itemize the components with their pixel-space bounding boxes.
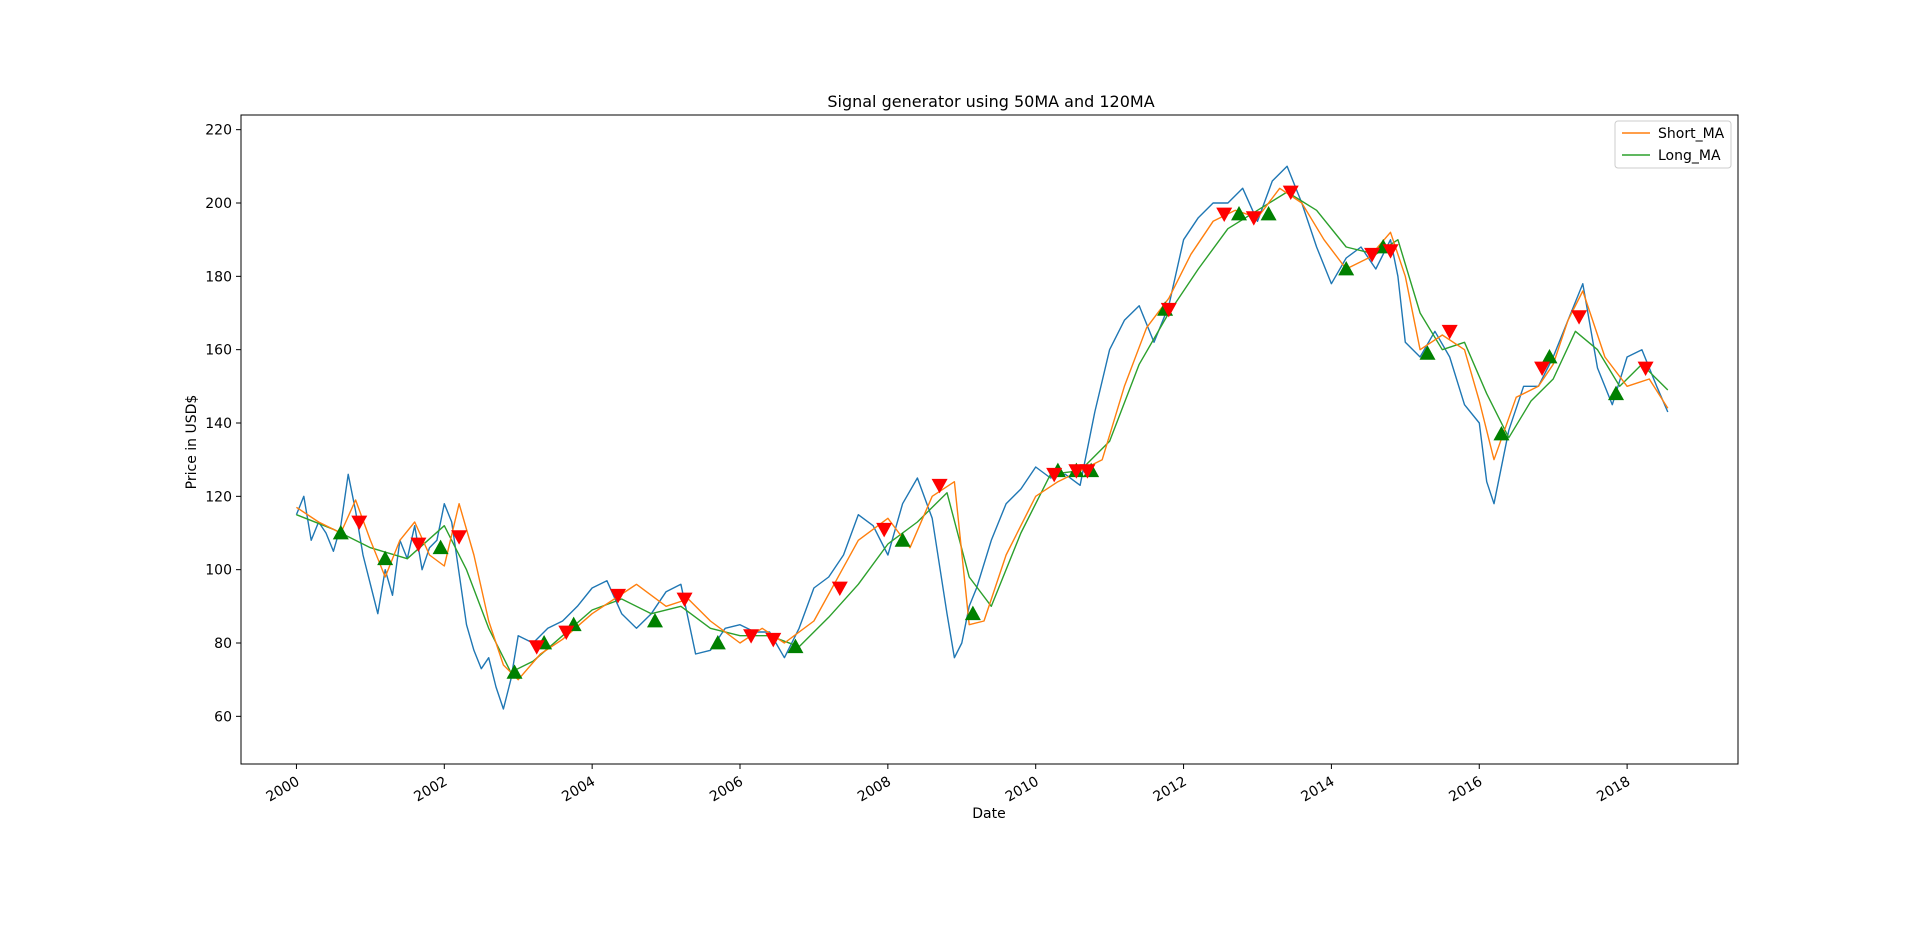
price-line [295, 165, 1669, 710]
y-tick-label: 200 [205, 196, 232, 212]
buy-signal-marker [1493, 426, 1510, 441]
chart-title: Signal generator using 50MA and 120MA [827, 92, 1154, 111]
x-tick-label: 2000 [264, 774, 303, 806]
buy-signal-marker [1231, 206, 1247, 221]
buy-signal-marker [1260, 206, 1277, 221]
buy-signal-marker [377, 550, 394, 566]
sell-signal-marker [831, 581, 848, 596]
sell-signal-marker [876, 522, 893, 538]
y-tick-label: 180 [205, 269, 232, 285]
sell-signal-marker [558, 625, 575, 640]
sell-signal-marker [1046, 467, 1063, 483]
short-ma-line [296, 187, 1669, 681]
sell-signal-marker [528, 640, 545, 655]
buy-signal-marker [894, 532, 911, 547]
series-layer [295, 165, 1669, 710]
x-tick-label: 2004 [559, 774, 598, 806]
y-tick-label: 140 [205, 416, 232, 432]
sell-signal-marker [1534, 361, 1551, 376]
plot-area [240, 114, 1739, 765]
x-tick-label: 2006 [707, 774, 746, 806]
x-tick-label: 2014 [1299, 774, 1338, 806]
sell-signal-marker [1382, 244, 1399, 259]
x-tick-label: 2002 [411, 774, 450, 806]
x-tick-label: 2008 [855, 774, 894, 806]
x-tick-label: 2018 [1594, 774, 1633, 806]
sell-signal-marker [1282, 185, 1299, 200]
buy-signal-marker [1541, 349, 1558, 364]
sell-signal-marker [676, 592, 693, 607]
buy-signal-marker [646, 613, 663, 628]
sell-signal-marker [610, 588, 627, 604]
long-ma-line [296, 191, 1669, 673]
buy-signal-marker [1338, 261, 1355, 276]
y-tick-label: 120 [205, 489, 232, 505]
sell-signal-marker [451, 530, 468, 545]
sell-signal-marker [351, 515, 368, 530]
y-tick-label: 60 [214, 709, 232, 725]
sell-signal-marker [1364, 247, 1381, 263]
legend-long-ma-label: Long_MA [1658, 148, 1721, 164]
sell-signal-marker [765, 632, 782, 648]
x-axis: 2000 2002 2004 2006 2008 2010 2012 2014 2016 2018 [264, 764, 1633, 806]
sell-signal-marker [1245, 211, 1262, 226]
y-tick-label: 220 [205, 123, 232, 139]
buy-signal-marker [1419, 345, 1436, 360]
sell-signal-marker [1079, 464, 1096, 479]
sell-signal-marker [1571, 310, 1588, 325]
x-tick-label: 2012 [1151, 774, 1190, 806]
sell-signal-marker [1216, 207, 1233, 222]
y-tick-label: 100 [205, 563, 232, 579]
signal-markers [332, 185, 1654, 679]
sell-signal-marker [1441, 324, 1458, 340]
sell-signal-marker [410, 537, 427, 552]
sell-signal-marker [1160, 302, 1177, 318]
legend-short-ma-label: Short_MA [1658, 126, 1725, 142]
y-tick-label: 160 [205, 343, 232, 359]
buy-signal-marker [1608, 385, 1625, 401]
legend: Short_MA Long_MA [1614, 120, 1732, 169]
buy-signal-marker [709, 635, 726, 650]
y-axis: 60 80 100 120 140 160 180 200 220 [205, 123, 241, 725]
sell-signal-marker [1068, 464, 1085, 479]
buy-signal-marker [432, 539, 449, 555]
x-tick-label: 2016 [1446, 774, 1485, 806]
y-axis-label: Price in USD$ [184, 395, 200, 490]
y-tick-label: 80 [214, 636, 232, 652]
sell-signal-marker [931, 478, 948, 494]
buy-signal-marker [506, 664, 523, 679]
buy-signal-marker [964, 605, 981, 621]
sell-signal-marker [1637, 361, 1654, 376]
x-tick-label: 2010 [1003, 774, 1042, 806]
sell-signal-marker [743, 629, 760, 644]
buy-signal-marker [787, 638, 804, 654]
buy-signal-marker [332, 525, 349, 540]
plot-frame [240, 114, 1739, 765]
x-axis-label: Date [972, 806, 1005, 822]
